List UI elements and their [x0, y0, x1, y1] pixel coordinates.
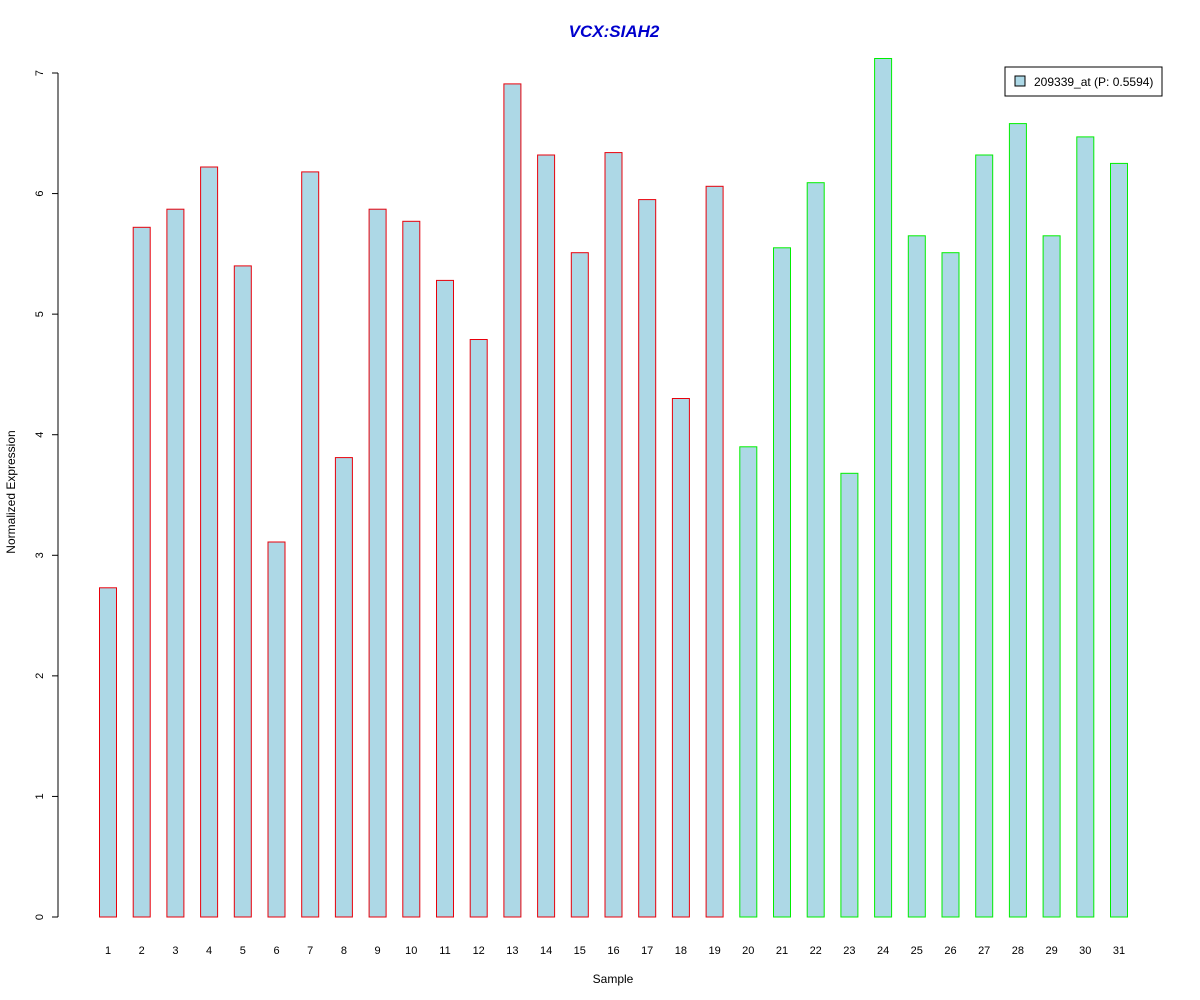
x-tick-label: 1 [105, 945, 111, 957]
bar-sample-13 [503, 83, 522, 918]
bar-sample-12 [469, 339, 488, 918]
x-tick-label: 9 [375, 945, 381, 957]
bar-sample-25 [907, 235, 926, 918]
x-tick-label: 14 [540, 945, 552, 957]
bars [99, 58, 1128, 918]
x-tick-label: 10 [405, 945, 417, 957]
bar-sample-17 [638, 199, 657, 918]
legend: 209339_at (P: 0.5594) [1004, 66, 1163, 97]
bar-sample-30 [1076, 136, 1095, 918]
bar-sample-8 [334, 457, 353, 918]
x-tick-label: 17 [641, 945, 653, 957]
y-tick-label: 5 [34, 311, 46, 317]
x-tick-label: 18 [675, 945, 687, 957]
bar-sample-6 [267, 541, 286, 918]
legend-label: 209339_at (P: 0.5594) [1034, 75, 1153, 89]
y-tick-label: 3 [34, 552, 46, 558]
x-tick-label: 15 [574, 945, 586, 957]
y-axis: 0 1 2 3 4 5 6 7 [34, 70, 59, 920]
bar-sample-11 [436, 279, 454, 918]
y-tick-label: 1 [34, 793, 46, 799]
x-tick-label: 5 [240, 945, 246, 957]
bar-sample-1 [99, 587, 117, 918]
x-tick-label: 27 [978, 945, 990, 957]
x-tick-label: 25 [911, 945, 923, 957]
y-tick-label: 7 [34, 70, 46, 76]
bar-sample-16 [604, 152, 623, 918]
x-axis: 1 2 3 4 5 6 7 8 9 10 11 12 13 14 15 16 17 18 19 20 21 22 23 24 2… [105, 945, 1125, 957]
x-tick-label: 6 [273, 945, 279, 957]
bar-sample-28 [1008, 123, 1027, 918]
bar-sample-26 [941, 252, 960, 918]
bar-sample-4 [200, 166, 219, 918]
y-tick-label: 4 [34, 432, 46, 438]
x-tick-label: 23 [843, 945, 855, 957]
y-tick-label: 6 [34, 191, 46, 197]
y-axis-title: Normalized Expression [4, 430, 18, 553]
legend-swatch [1014, 75, 1026, 87]
x-tick-label: 19 [708, 945, 720, 957]
x-tick-label: 21 [776, 945, 788, 957]
bar-sample-5 [233, 265, 252, 918]
bar-sample-10 [402, 220, 421, 918]
bar-sample-15 [570, 252, 589, 918]
x-tick-label: 20 [742, 945, 754, 957]
y-tick-label: 2 [34, 673, 46, 679]
x-tick-label: 7 [307, 945, 313, 957]
bar-sample-24 [874, 58, 893, 918]
bar-sample-20 [739, 446, 758, 918]
legend-box [1004, 66, 1163, 97]
chart-title: VCX:SIAH2 [569, 22, 660, 41]
bar-sample-18 [671, 398, 690, 918]
x-tick-label: 22 [810, 945, 822, 957]
bar-sample-31 [1110, 162, 1128, 918]
x-tick-label: 26 [944, 945, 956, 957]
x-tick-label: 13 [506, 945, 518, 957]
x-tick-label: 3 [172, 945, 178, 957]
bar-sample-14 [537, 154, 556, 918]
bar-sample-21 [773, 247, 791, 918]
x-tick-label: 30 [1079, 945, 1091, 957]
bar-sample-7 [301, 171, 320, 918]
x-tick-label: 4 [206, 945, 212, 957]
bar-sample-2 [132, 226, 151, 918]
x-tick-label: 31 [1113, 945, 1125, 957]
x-axis-title: Sample [593, 972, 634, 986]
x-tick-label: 28 [1012, 945, 1024, 957]
bar-sample-19 [705, 185, 724, 918]
bar-sample-23 [840, 472, 859, 918]
x-tick-label: 8 [341, 945, 347, 957]
bar-sample-29 [1042, 235, 1061, 918]
x-tick-label: 12 [473, 945, 485, 957]
bar-sample-22 [806, 182, 825, 918]
x-tick-label: 11 [439, 945, 450, 957]
y-tick-label: 0 [34, 914, 46, 920]
bar-sample-3 [166, 208, 185, 918]
x-tick-label: 24 [877, 945, 889, 957]
x-tick-label: 2 [139, 945, 145, 957]
bar-sample-27 [975, 154, 994, 918]
bar-sample-9 [368, 208, 387, 918]
x-tick-label: 16 [607, 945, 619, 957]
x-tick-label: 29 [1045, 945, 1057, 957]
